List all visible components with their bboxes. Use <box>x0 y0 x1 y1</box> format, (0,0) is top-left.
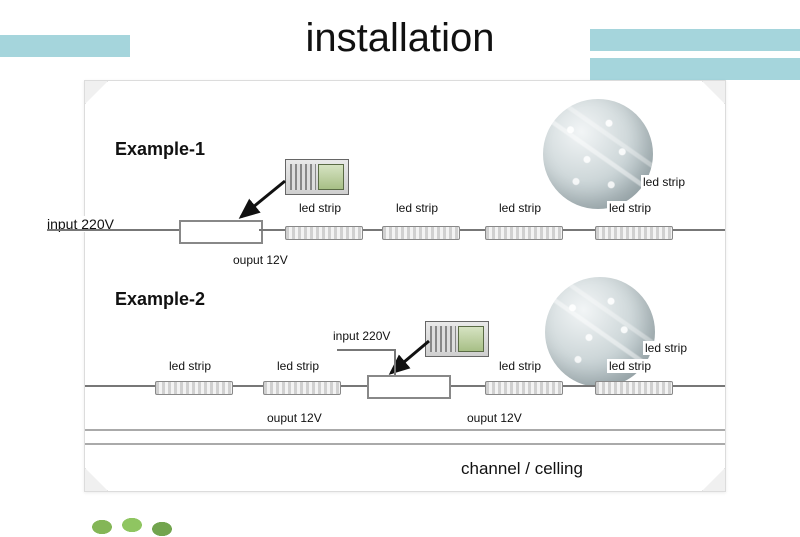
strip-ex2-0-label: led strip <box>167 359 213 373</box>
strip-ex2-3-label: led strip <box>607 359 653 373</box>
output-12v-label-2a: ouput 12V <box>265 411 324 425</box>
page-fold-tr <box>702 81 725 104</box>
bubble-2-label: led strip <box>643 341 689 355</box>
output-12v-label-1: ouput 12V <box>231 253 290 267</box>
channel-label: channel / celling <box>459 459 585 479</box>
strip-ex1-2-label: led strip <box>497 201 543 215</box>
page-title: installation <box>0 16 800 61</box>
page-fold-bl <box>85 468 108 491</box>
strip-ex2-2 <box>485 381 563 395</box>
example-2-title: Example-2 <box>113 289 207 310</box>
strip-ex1-1 <box>382 226 460 240</box>
led-detail-bubble-1 <box>543 99 653 209</box>
output-12v-label-2b: ouput 12V <box>465 411 524 425</box>
psu-box-ex2 <box>367 375 451 399</box>
strip-ex1-1-label: led strip <box>394 201 440 215</box>
strip-ex2-0 <box>155 381 233 395</box>
header-stripe-right-2 <box>590 58 800 80</box>
input-220v-label-2: input 220V <box>331 329 392 343</box>
diagram-page: Example-1 led strip input 220V ouput 12V… <box>84 80 726 492</box>
strip-ex1-3 <box>595 226 673 240</box>
psu-box-ex1 <box>179 220 263 244</box>
strip-ex2-3 <box>595 381 673 395</box>
strip-ex1-3-label: led strip <box>607 201 653 215</box>
strip-ex1-0 <box>285 226 363 240</box>
wire-drop-ex2 <box>394 349 396 375</box>
bubble-1-label: led strip <box>641 175 687 189</box>
strip-ex2-1-label: led strip <box>275 359 321 373</box>
example-1-title: Example-1 <box>113 139 207 160</box>
channel-line-bot <box>85 443 725 445</box>
strip-ex1-2 <box>485 226 563 240</box>
page-fold-br <box>702 468 725 491</box>
strip-ex1-0-label: led strip <box>297 201 343 215</box>
channel-line-top <box>85 429 725 431</box>
strip-ex2-1 <box>263 381 341 395</box>
leaf-decoration <box>92 515 182 537</box>
wire-input-ex1 <box>47 229 179 231</box>
page-fold-tl <box>85 81 108 104</box>
strip-ex2-2-label: led strip <box>497 359 543 373</box>
